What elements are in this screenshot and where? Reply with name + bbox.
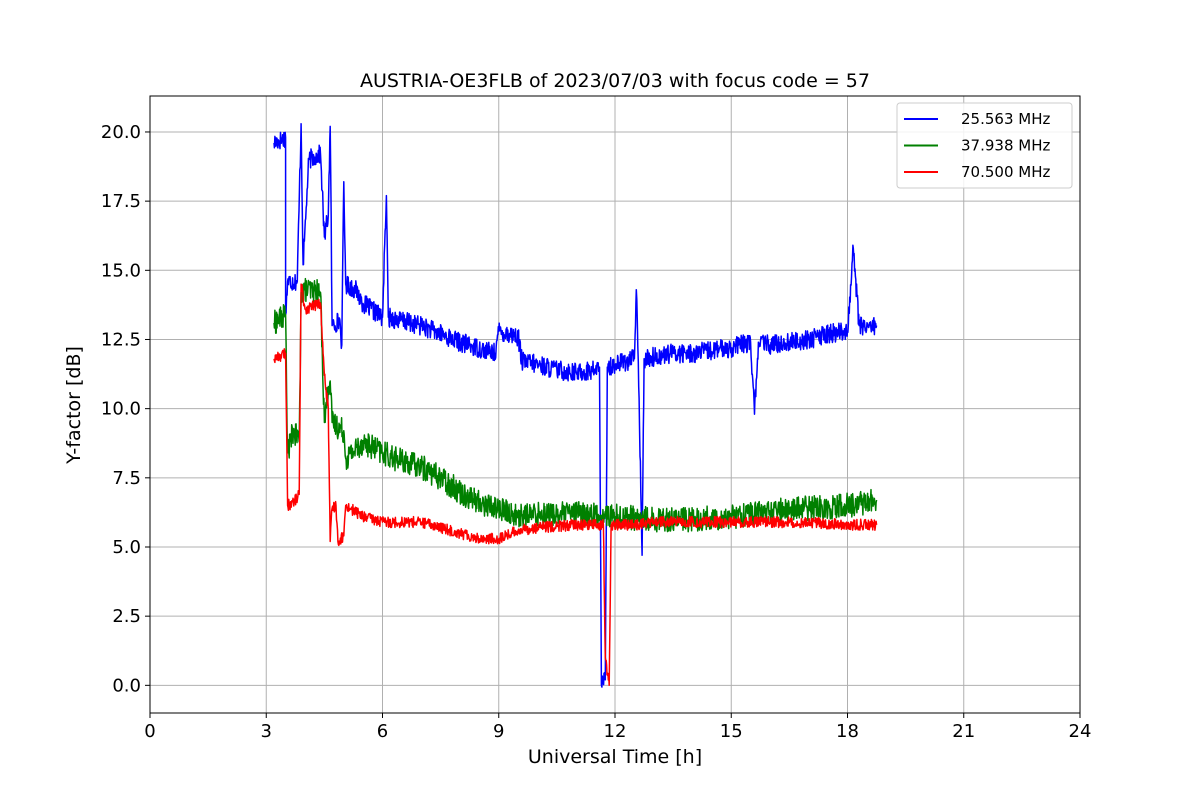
x-axis-label: Universal Time [h] [528, 746, 702, 768]
y-axis-label: Y-factor [dB] [63, 346, 85, 465]
legend-label: 37.938 MHz [961, 137, 1050, 155]
ticks: 0 3 6 9 12 15 18 21 24 0.0 2.5 5.0 7.5 10.0 12.5 15.0 17… [101, 122, 1092, 742]
y-tick-label: 7.5 [112, 468, 141, 489]
y-tick-label: 17.5 [101, 191, 141, 212]
legend: 25.563 MHz 37.938 MHz 70.500 MHz [896, 102, 1073, 189]
chart-title: AUSTRIA-OE3FLB of 2023/07/03 with focus … [360, 70, 870, 92]
x-tick-label: 15 [720, 721, 743, 742]
y-tick-label: 0.0 [112, 675, 141, 696]
y-tick-label: 2.5 [112, 606, 141, 627]
x-tick-label: 0 [144, 721, 155, 742]
series-line-2 [273, 277, 878, 533]
legend-box [896, 102, 1073, 189]
series-line-3 [273, 283, 878, 687]
legend-label: 70.500 MHz [961, 163, 1050, 181]
series-group [273, 122, 878, 688]
legend-label: 25.563 MHz [961, 110, 1050, 128]
y-tick-label: 20.0 [101, 122, 141, 143]
x-tick-label: 9 [493, 721, 504, 742]
y-tick-label: 10.0 [101, 399, 141, 420]
x-tick-label: 12 [604, 721, 627, 742]
x-tick-label: 6 [377, 721, 388, 742]
y-tick-label: 12.5 [101, 329, 141, 350]
x-tick-label: 24 [1069, 721, 1092, 742]
x-tick-label: 21 [952, 721, 975, 742]
x-tick-label: 18 [836, 721, 859, 742]
series-line-1 [273, 122, 878, 688]
y-tick-label: 15.0 [101, 260, 141, 281]
x-tick-label: 3 [261, 721, 272, 742]
y-tick-label: 5.0 [112, 537, 141, 558]
